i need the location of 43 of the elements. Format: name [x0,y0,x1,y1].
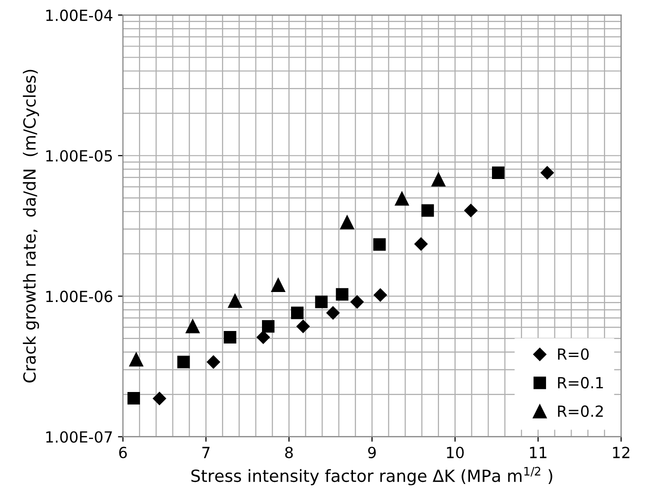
point [224,331,236,344]
legend-label: R=0.1 [558,376,603,388]
point [492,166,504,180]
point [340,215,354,230]
point [127,392,140,404]
y-tick-label: 1.00E-05 [46,150,112,162]
point [540,166,554,180]
legend-label: R=0.2 [558,405,603,417]
point [291,306,304,320]
point [256,330,270,344]
point [152,392,166,406]
x-tick-label: 7 [202,446,210,458]
point [315,296,328,308]
point [373,238,386,251]
point [350,295,364,309]
point [464,204,478,218]
point [228,294,242,308]
point [186,319,200,334]
y-tick-label: 1.00E-06 [46,290,112,302]
y-tick-label: 1.00E-07 [46,431,112,443]
point [271,278,286,292]
x-tick-label: 12 [613,446,630,458]
legend-label: R=0 [558,348,589,360]
y-tick-label: 1.00E-04 [46,10,112,22]
point [336,288,348,301]
x-tick-label: 8 [285,446,293,458]
point [326,306,340,320]
x-tick-label: 9 [368,446,376,458]
x-tick-label: 10 [447,446,464,458]
y-axis-title: Crack growth rate, da/dN (m/Cycles) [22,70,40,382]
point [296,320,310,333]
point [262,320,274,333]
x-axis-title: Stress intensity factor range ΔK (MPa m$^{1/2}$ ) [191,466,552,486]
point [432,172,446,186]
point [374,288,387,302]
point [177,356,190,368]
point [206,355,220,369]
x-tick-label: 6 [119,446,127,458]
x-tick-label: 11 [530,446,546,458]
point [421,204,434,217]
point [394,192,409,206]
point [129,352,144,367]
point [414,237,428,251]
